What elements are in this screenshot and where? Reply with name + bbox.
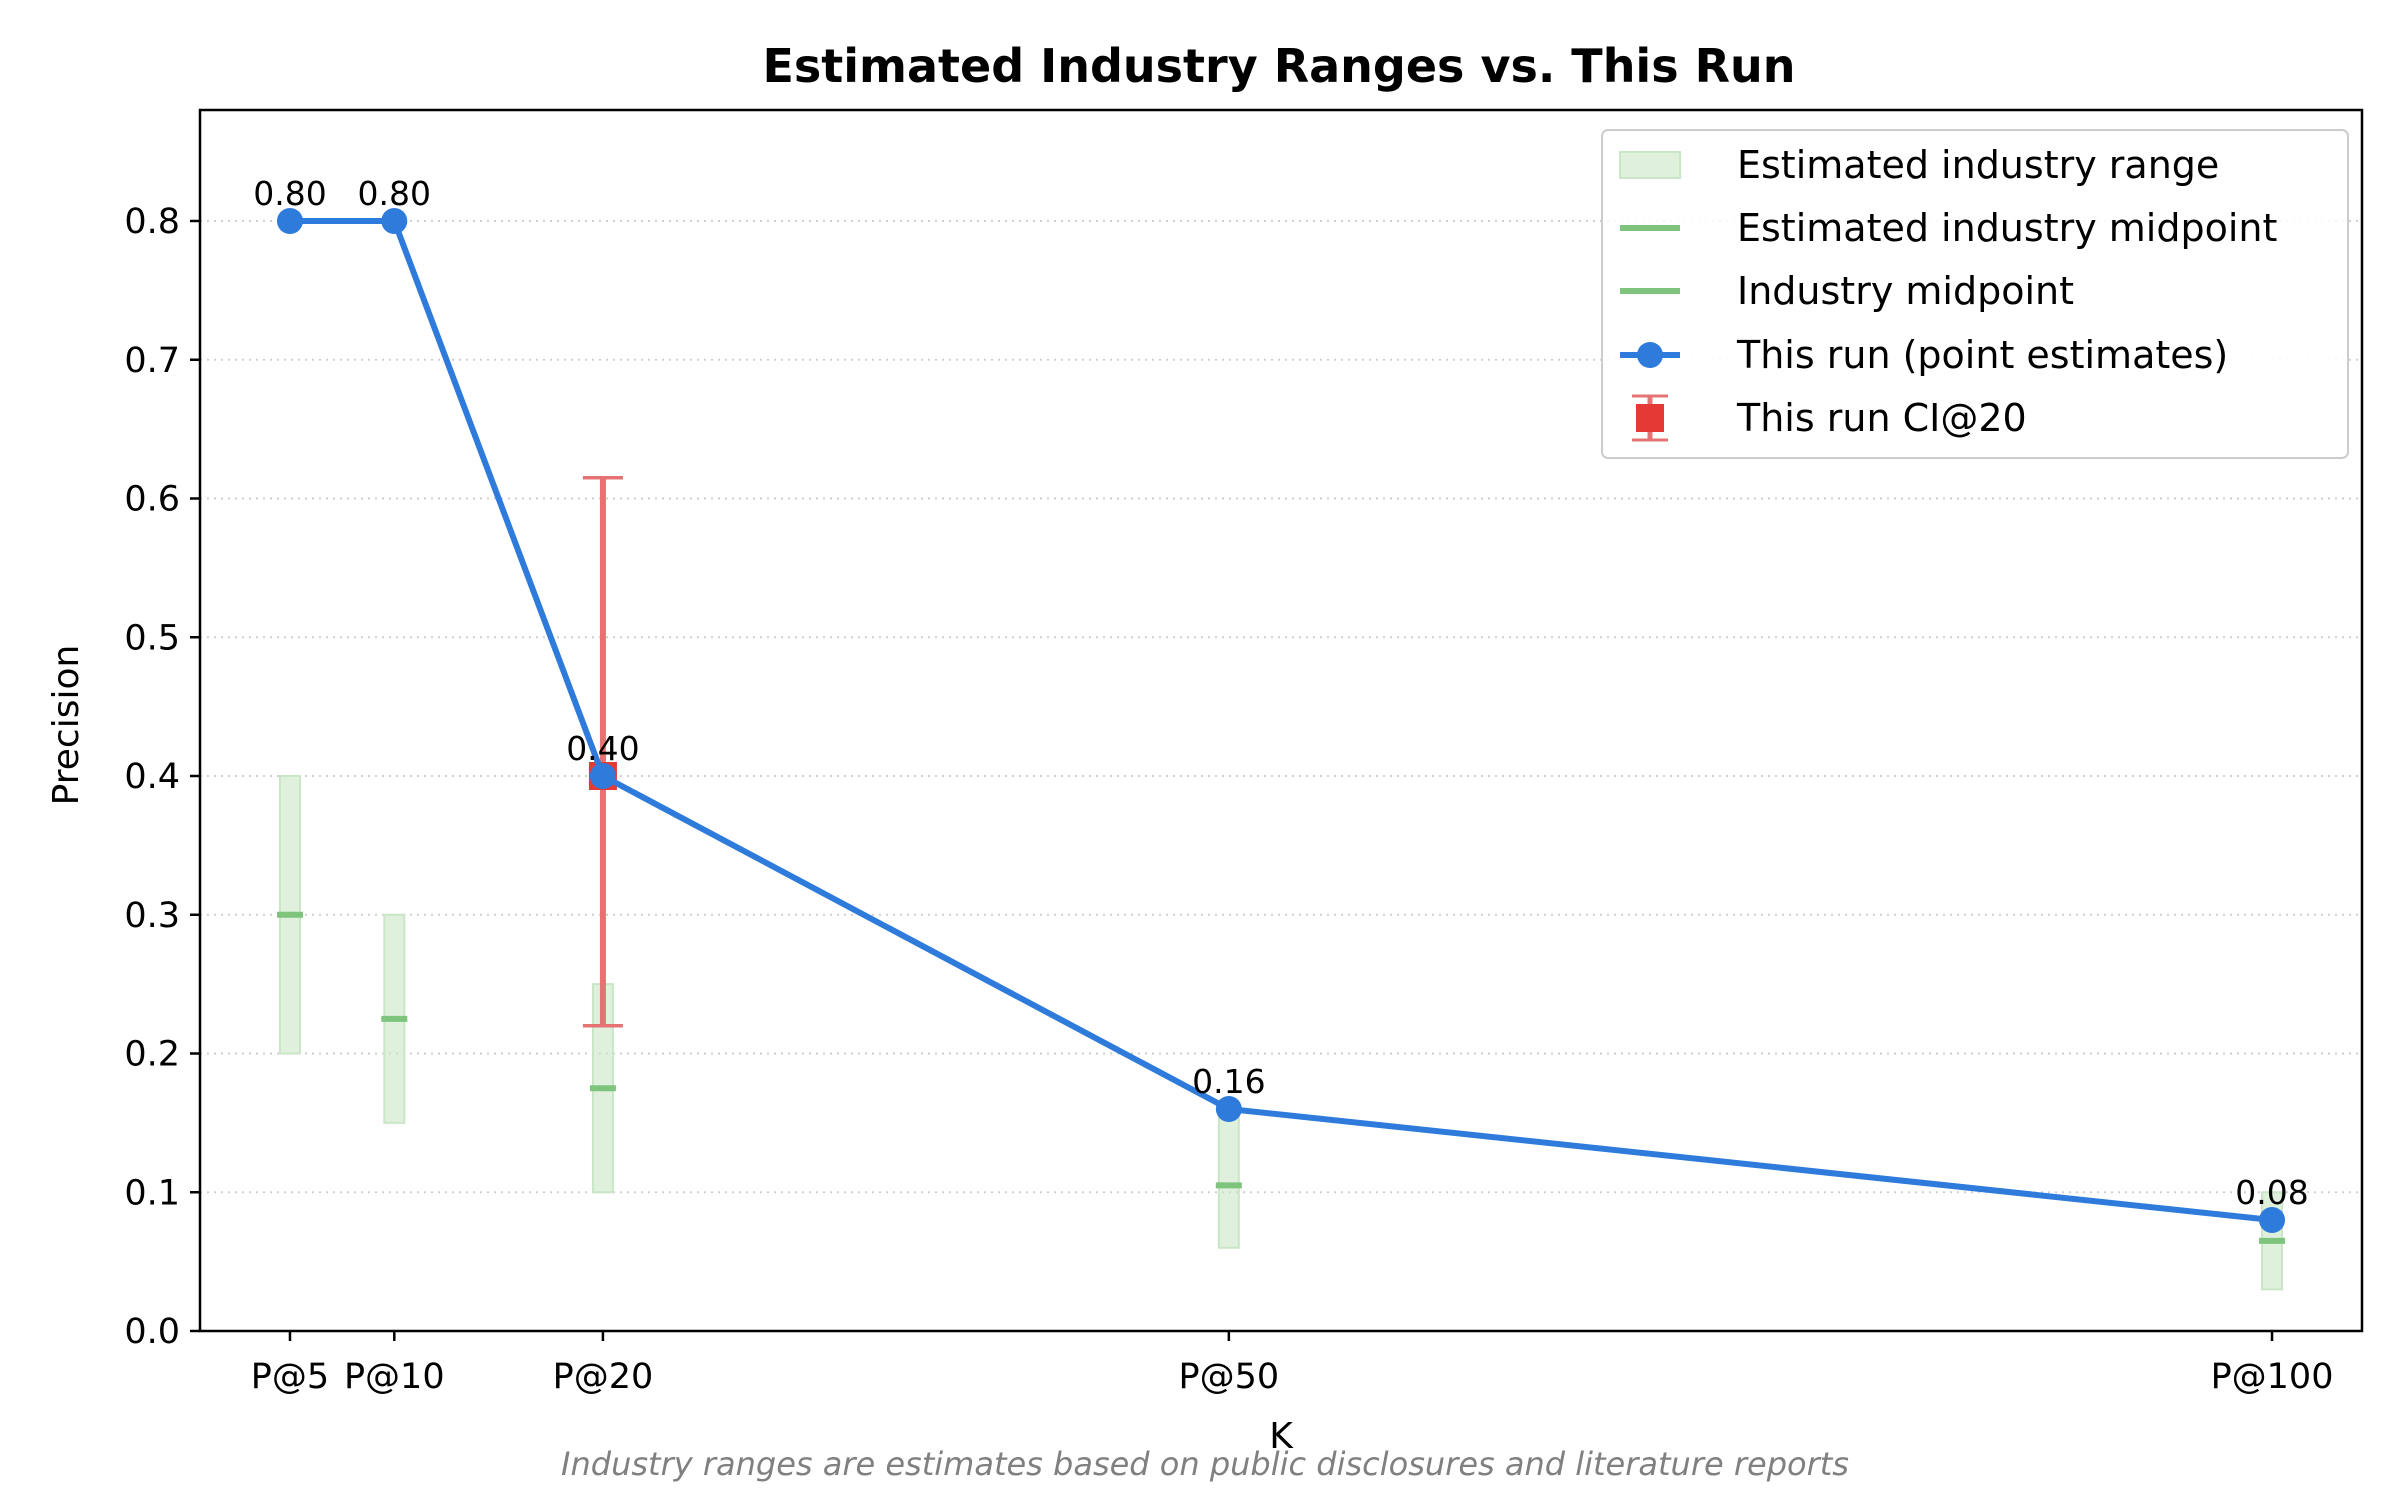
legend-label: This run CI@20: [1736, 396, 2027, 440]
x-tick-label: P@100: [2211, 1357, 2334, 1397]
plot-frame: [198, 108, 2364, 1333]
data-label: 0.16: [1192, 1062, 1265, 1101]
x-axis-label: K: [1269, 1416, 1294, 1457]
data-label: 0.80: [253, 174, 326, 213]
y-axis-ticks: 0.0 0.1 0.2 0.3 0.4 0.5 0.6 0.7 0.8: [124, 202, 200, 1352]
legend-label: Industry midpoint: [1737, 269, 2074, 313]
x-tick-label: P@10: [344, 1357, 445, 1397]
this-run-point: [276, 208, 303, 234]
data-label: 0.08: [2235, 1173, 2308, 1212]
y-tick-label: 0.1: [124, 1173, 180, 1213]
y-tick-label: 0.3: [124, 896, 180, 936]
legend: Estimated industry range Estimated indust…: [1601, 129, 2349, 459]
x-tick-label: P@5: [251, 1357, 329, 1397]
industry-range-bars: [278, 775, 2284, 1291]
y-tick-label: 0.6: [124, 480, 180, 520]
footnote: Industry ranges are estimates based on p…: [561, 1445, 1849, 1483]
legend-label: Estimated industry midpoint: [1737, 206, 2277, 250]
legend-swatch-square: [1636, 404, 1664, 432]
legend-label: Estimated industry range: [1737, 143, 2219, 187]
this-run-point: [2259, 1207, 2286, 1233]
data-label: 0.40: [566, 729, 639, 768]
y-tick-label: 0.7: [124, 341, 180, 381]
this-run-point: [589, 763, 616, 789]
y-axis-label: Precision: [46, 645, 87, 806]
x-tick-label: P@20: [553, 1357, 654, 1397]
this-run-point: [381, 208, 408, 234]
data-labels: 0.80 0.80 0.40 0.16 0.08: [253, 174, 2309, 1212]
legend-swatch-marker: [1637, 342, 1663, 368]
industry-midpoint-marks: [276, 911, 2286, 1244]
legend-label: This run (point estimates): [1736, 333, 2228, 377]
industry-range-bar: [1217, 1108, 1240, 1249]
chart-title: Estimated Industry Ranges vs. This Run: [762, 39, 1795, 93]
y-tick-label: 0.5: [124, 618, 180, 658]
y-tick-label: 0.0: [124, 1312, 180, 1352]
y-tick-label: 0.2: [124, 1035, 180, 1075]
this-run-point: [1215, 1096, 1242, 1122]
x-axis-ticks: P@5 P@10 P@20 P@50 P@100: [251, 1331, 2334, 1397]
y-tick-label: 0.4: [124, 757, 180, 797]
data-label: 0.80: [358, 174, 431, 213]
legend-swatch-range: [1619, 151, 1681, 179]
this-run-series: [276, 208, 2286, 1233]
legend-box: [1601, 129, 2349, 459]
y-tick-label: 0.8: [124, 202, 180, 242]
x-tick-label: P@50: [1179, 1357, 1280, 1397]
